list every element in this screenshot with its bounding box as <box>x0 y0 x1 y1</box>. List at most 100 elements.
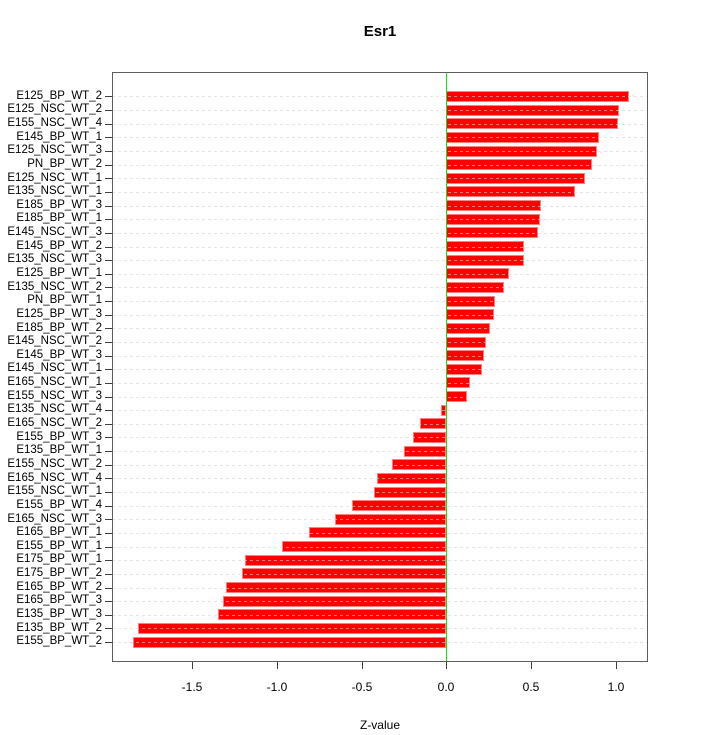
y-axis-tick <box>105 96 112 98</box>
y-axis-label: E135_NSC_WT_2 <box>7 280 102 293</box>
bar-row: E155_NSC_WT_1 <box>0 485 720 499</box>
y-axis-label: E145_NSC_WT_2 <box>7 335 102 348</box>
bar-row: E155_BP_WT_2 <box>0 635 720 649</box>
y-axis-tick <box>105 410 112 412</box>
bar-row: E145_BP_WT_1 <box>0 131 720 145</box>
y-axis-tick <box>105 328 112 330</box>
y-axis-tick <box>105 123 112 125</box>
y-axis-label: PN_BP_WT_1 <box>27 294 102 307</box>
y-axis-label: E155_BP_WT_1 <box>16 539 102 552</box>
gridline <box>112 314 647 316</box>
y-axis-label: E155_NSC_WT_2 <box>7 457 102 470</box>
bar-row: E175_BP_WT_1 <box>0 553 720 567</box>
gridline <box>112 437 647 439</box>
bar-row: E145_NSC_WT_3 <box>0 226 720 240</box>
bar-row: PN_BP_WT_1 <box>0 294 720 308</box>
y-axis-label: E135_NSC_WT_4 <box>7 403 102 416</box>
gridline <box>112 232 647 234</box>
gridline <box>112 396 647 398</box>
gridline <box>112 464 647 466</box>
gridline <box>112 587 647 589</box>
x-axis-tick <box>531 662 532 669</box>
bar-row: E125_BP_WT_2 <box>0 90 720 104</box>
x-axis-tick-label: 0.5 <box>522 680 540 694</box>
y-axis-tick <box>105 219 112 221</box>
y-axis-label: E165_NSC_WT_2 <box>7 417 102 430</box>
y-axis-tick <box>105 287 112 289</box>
gridline <box>112 451 647 453</box>
chart-title: Esr1 <box>363 23 397 40</box>
gridline <box>112 164 647 166</box>
y-axis-label: E165_NSC_WT_1 <box>7 376 102 389</box>
gridline <box>112 546 647 548</box>
y-axis-tick <box>105 342 112 343</box>
y-axis-label: E125_BP_WT_3 <box>16 307 102 320</box>
x-axis-tick <box>362 662 363 669</box>
y-axis-label: E155_BP_WT_2 <box>16 635 102 648</box>
y-axis-tick <box>105 573 112 575</box>
y-axis-tick <box>105 232 112 234</box>
y-axis-tick <box>105 451 112 453</box>
gridline <box>112 355 647 357</box>
gridline <box>112 382 647 384</box>
y-axis-label: E125_NSC_WT_2 <box>7 103 102 116</box>
bar-row: E155_BP_WT_4 <box>0 499 720 513</box>
gridline <box>112 273 647 275</box>
bar-row: E125_NSC_WT_3 <box>0 144 720 158</box>
gridline <box>112 246 647 248</box>
y-axis-tick <box>105 437 112 439</box>
y-axis-label: E155_NSC_WT_1 <box>7 485 102 498</box>
x-axis-tick <box>446 662 447 669</box>
bar-row: E155_NSC_WT_2 <box>0 458 720 472</box>
bar-row: E135_NSC_WT_4 <box>0 403 720 417</box>
y-axis-label: E185_BP_WT_3 <box>16 198 102 211</box>
y-axis-label: E125_NSC_WT_1 <box>7 171 102 184</box>
zero-line <box>446 72 447 662</box>
y-axis-tick <box>105 178 112 180</box>
bar-row: E125_NSC_WT_2 <box>0 103 720 117</box>
y-axis-label: E155_NSC_WT_4 <box>7 116 102 129</box>
y-axis-tick <box>105 301 112 303</box>
y-axis-tick <box>105 273 112 275</box>
y-axis-tick <box>105 532 112 534</box>
y-axis-tick <box>105 151 112 153</box>
bar-row: E155_BP_WT_3 <box>0 431 720 445</box>
bar-row: E125_BP_WT_1 <box>0 267 720 281</box>
y-axis-tick <box>105 601 112 603</box>
bar-row: E135_NSC_WT_1 <box>0 185 720 199</box>
bar-row: E145_BP_WT_3 <box>0 349 720 363</box>
bar-row: E175_BP_WT_2 <box>0 567 720 581</box>
gridline <box>112 123 647 125</box>
y-axis-tick <box>105 164 112 166</box>
y-axis-label: E145_BP_WT_2 <box>16 239 102 252</box>
y-axis-tick <box>105 355 112 357</box>
y-axis-tick <box>105 464 112 466</box>
bar-row: E185_BP_WT_1 <box>0 212 720 226</box>
y-axis-label: E135_NSC_WT_1 <box>7 185 102 198</box>
y-axis-tick <box>105 642 112 644</box>
y-axis-tick <box>105 628 112 630</box>
gridline <box>112 260 647 262</box>
gridline <box>112 191 647 193</box>
gridline <box>112 423 647 425</box>
gridline <box>112 205 647 207</box>
gridline <box>112 505 647 507</box>
bar-row: E165_NSC_WT_4 <box>0 472 720 486</box>
gridline <box>112 492 647 494</box>
y-axis-tick <box>105 205 112 207</box>
bar-row: E165_NSC_WT_1 <box>0 376 720 390</box>
y-axis-label: E125_NSC_WT_3 <box>7 144 102 157</box>
bar-row: E155_NSC_WT_3 <box>0 390 720 404</box>
x-axis-tick <box>616 662 617 669</box>
gridline <box>112 342 647 343</box>
y-axis-tick <box>105 478 112 480</box>
y-axis-tick <box>105 382 112 384</box>
y-axis-label: E185_BP_WT_1 <box>16 212 102 225</box>
gridline <box>112 642 647 644</box>
y-axis-label: E165_NSC_WT_3 <box>7 512 102 525</box>
y-axis-label: E125_BP_WT_1 <box>16 267 102 279</box>
y-axis-tick <box>105 314 112 316</box>
bar-row: E165_NSC_WT_2 <box>0 417 720 431</box>
gridline <box>112 410 647 412</box>
y-axis-label: E165_BP_WT_3 <box>16 594 102 607</box>
